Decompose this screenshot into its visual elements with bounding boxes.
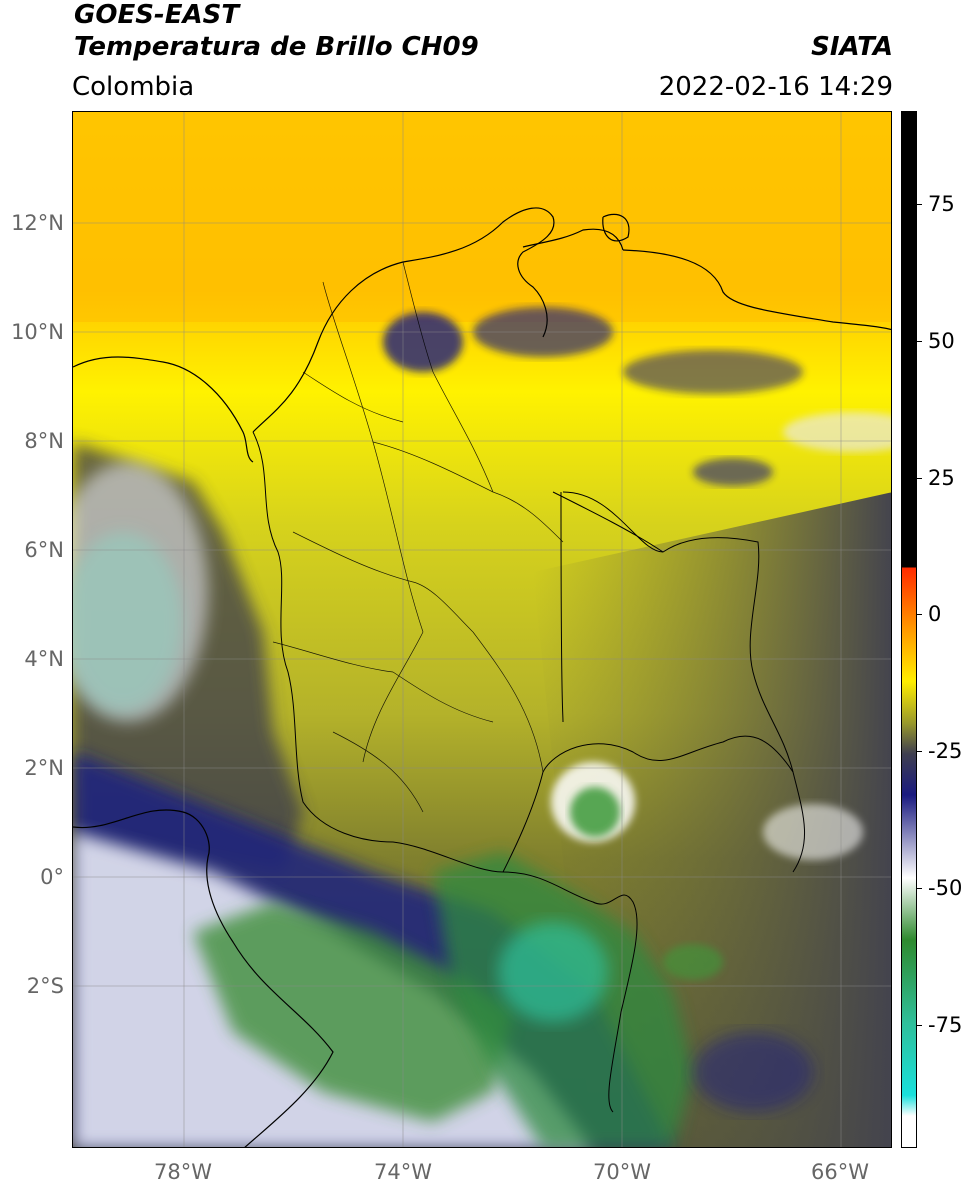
colorbar-tick [917,1025,922,1026]
colorbar-tick [917,341,922,342]
country-borders [252,431,805,1113]
lon-label-78w: 78°W [154,1160,212,1184]
colorbar-tick [917,751,922,752]
coastlines [73,207,891,1147]
lat-label-0: 0° [40,865,64,889]
lat-label-4n: 4°N [24,647,64,671]
department-borders [272,261,564,813]
lon-label-74w: 74°W [374,1160,432,1184]
lat-label-12n: 12°N [11,211,64,235]
colorbar-tick [917,888,922,889]
map-panel [72,111,892,1148]
colorbar-label-minus75: -75 [928,1013,963,1037]
colorbar-tick [917,204,922,205]
region-label: Colombia [72,72,195,102]
colorbar-label-minus25: -25 [928,739,963,763]
colorbar-label-0: 0 [928,602,942,626]
agency-label: SIATA [811,32,893,62]
colorbar-tick [917,614,922,615]
timestamp-label: 2022-02-16 14:29 [658,72,893,102]
colorbar-label-50: 50 [928,329,955,353]
lon-label-66w: 66°W [811,1160,869,1184]
lat-label-2s: 2°S [26,974,64,998]
colorbar-tick [917,478,922,479]
lon-label-70w: 70°W [593,1160,651,1184]
colorbar-label-minus50: -50 [928,876,963,900]
colorbar-label-75: 75 [928,192,955,216]
product-title: Temperatura de Brillo CH09 [74,32,479,62]
lat-label-6n: 6°N [24,538,64,562]
colorbar-label-25: 25 [928,466,955,490]
lat-label-10n: 10°N [11,320,64,344]
lat-label-2n: 2°N [24,756,64,780]
graticule-lines [73,112,891,1147]
brightness-temperature-map [73,112,891,1147]
lat-label-8n: 8°N [24,429,64,453]
satellite-title: GOES-EAST [74,0,240,30]
temperature-colorbar [901,111,917,1148]
